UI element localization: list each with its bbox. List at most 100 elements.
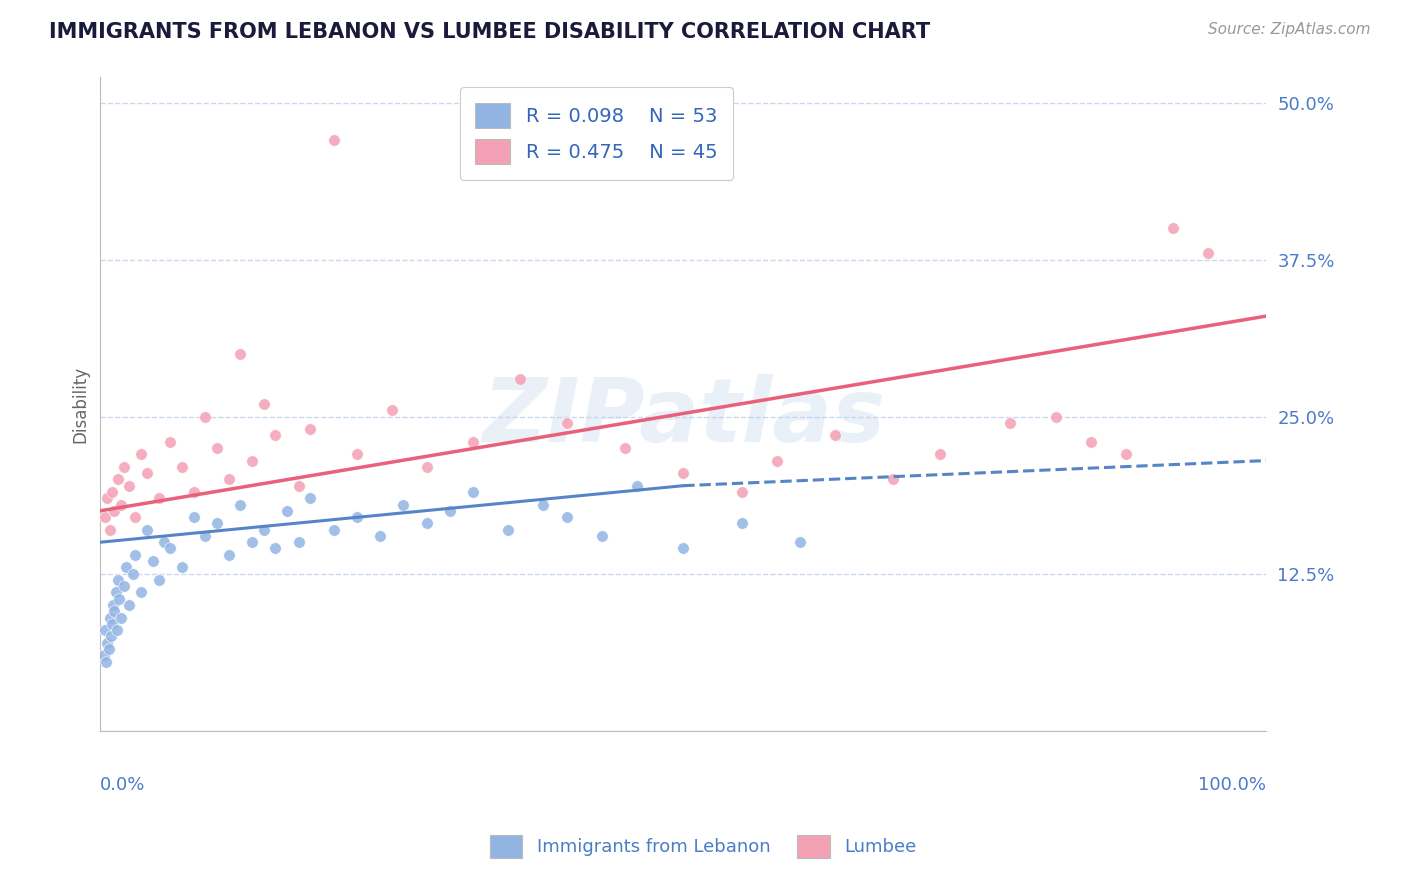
Point (104, 585, 127, 599)
Point (205, 516, 228, 531)
Point (112, 579, 135, 593)
Point (101, 485, 124, 500)
Point (110, 498, 132, 512)
Point (153, 535, 176, 549)
Point (101, 616, 124, 631)
Point (1080, 434, 1102, 449)
Point (107, 472, 129, 486)
Point (287, 478, 309, 492)
Point (287, 535, 309, 549)
Point (96, 636, 118, 650)
Point (105, 623, 128, 637)
Point (183, 510, 205, 524)
Point (626, 478, 648, 492)
Point (100, 629, 122, 643)
Point (276, 504, 298, 518)
Point (108, 591, 131, 606)
Text: 0.0%: 0.0% (100, 776, 146, 795)
Text: ZIPatlas: ZIPatlas (482, 374, 884, 460)
Point (218, 472, 240, 486)
Point (129, 447, 152, 461)
Point (96, 655, 118, 669)
Point (1161, 221, 1184, 235)
Point (416, 459, 439, 474)
Point (218, 548, 240, 562)
Point (205, 441, 228, 455)
Point (136, 523, 159, 537)
Point (463, 434, 485, 449)
Point (1045, 409, 1067, 424)
Point (928, 447, 950, 461)
Text: IMMIGRANTS FROM LEBANON VS LUMBEE DISABILITY CORRELATION CHART: IMMIGRANTS FROM LEBANON VS LUMBEE DISABI… (49, 22, 931, 42)
Point (252, 523, 274, 537)
Point (1197, 246, 1219, 260)
Point (509, 372, 531, 386)
Y-axis label: Disability: Disability (72, 366, 89, 442)
Point (129, 585, 152, 599)
Point (381, 403, 404, 417)
Point (94, 510, 117, 524)
Point (392, 498, 415, 512)
Point (107, 573, 129, 587)
Point (299, 422, 322, 436)
Point (498, 523, 520, 537)
Point (299, 491, 322, 506)
Point (103, 604, 125, 618)
Point (194, 529, 217, 543)
Point (531, 498, 554, 512)
Point (124, 510, 146, 524)
Point (322, 523, 344, 537)
Point (555, 416, 578, 430)
Point (118, 598, 141, 612)
Point (183, 485, 205, 500)
Point (555, 510, 578, 524)
Point (824, 428, 846, 442)
Point (159, 541, 181, 556)
Point (103, 504, 125, 518)
Point (96, 491, 118, 506)
Point (368, 529, 391, 543)
Text: Source: ZipAtlas.com: Source: ZipAtlas.com (1208, 22, 1371, 37)
Point (439, 504, 461, 518)
Point (101, 598, 124, 612)
Point (614, 441, 637, 455)
Point (194, 409, 217, 424)
Point (98, 610, 121, 624)
Point (591, 529, 613, 543)
Point (142, 554, 165, 568)
Point (122, 566, 145, 581)
Point (264, 428, 287, 442)
Point (124, 548, 146, 562)
Point (118, 478, 141, 492)
Point (170, 459, 193, 474)
Point (94, 623, 117, 637)
Point (463, 485, 485, 500)
Point (98, 523, 121, 537)
Point (148, 491, 170, 506)
Point (159, 434, 181, 449)
Point (672, 541, 695, 556)
Point (882, 472, 904, 486)
Point (1115, 447, 1137, 461)
Point (264, 541, 287, 556)
Point (229, 347, 252, 361)
Point (322, 133, 344, 147)
Point (93, 648, 115, 663)
Point (346, 510, 368, 524)
Point (148, 573, 170, 587)
Point (765, 453, 787, 467)
Text: 100.0%: 100.0% (1198, 776, 1267, 795)
Point (252, 397, 274, 411)
Legend: Immigrants from Lebanon, Lumbee: Immigrants from Lebanon, Lumbee (482, 828, 924, 865)
Point (170, 560, 193, 574)
Point (672, 466, 695, 480)
Point (730, 516, 752, 531)
Point (730, 485, 752, 500)
Point (136, 466, 159, 480)
Point (416, 516, 439, 531)
Point (346, 447, 368, 461)
Point (97, 642, 120, 657)
Point (240, 453, 263, 467)
Point (789, 535, 811, 549)
Legend: R = 0.098    N = 53, R = 0.475    N = 45: R = 0.098 N = 53, R = 0.475 N = 45 (460, 87, 733, 180)
